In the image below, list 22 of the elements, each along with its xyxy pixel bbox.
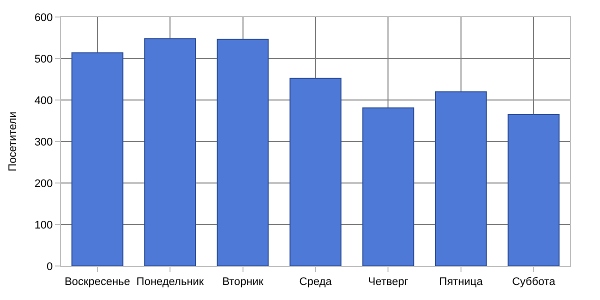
bar <box>434 91 487 266</box>
x-tick-label: Воскресенье <box>64 276 130 288</box>
y-tick-label: 0 <box>46 260 53 273</box>
bar <box>290 78 342 266</box>
x-tick-label: Понедельник <box>136 276 204 288</box>
x-tick-label: Суббота <box>512 276 556 288</box>
y-tick-label: 600 <box>34 12 53 24</box>
y-axis-title: Посетители <box>7 112 20 172</box>
bar <box>362 107 414 266</box>
bar <box>144 38 196 266</box>
y-tick-label: 400 <box>34 94 53 107</box>
x-tick-label: Четверг <box>368 276 408 288</box>
y-tick-label: 300 <box>34 136 53 148</box>
bar <box>71 52 124 266</box>
bar <box>508 114 560 266</box>
x-tick-label: Пятница <box>439 276 484 288</box>
bar <box>216 38 269 266</box>
y-tick-label: 200 <box>34 178 53 190</box>
y-tick-label: 500 <box>34 53 53 66</box>
x-tick-label: Среда <box>299 276 333 288</box>
y-tick-label: 100 <box>34 219 53 232</box>
x-tick-label: Вторник <box>222 276 264 288</box>
